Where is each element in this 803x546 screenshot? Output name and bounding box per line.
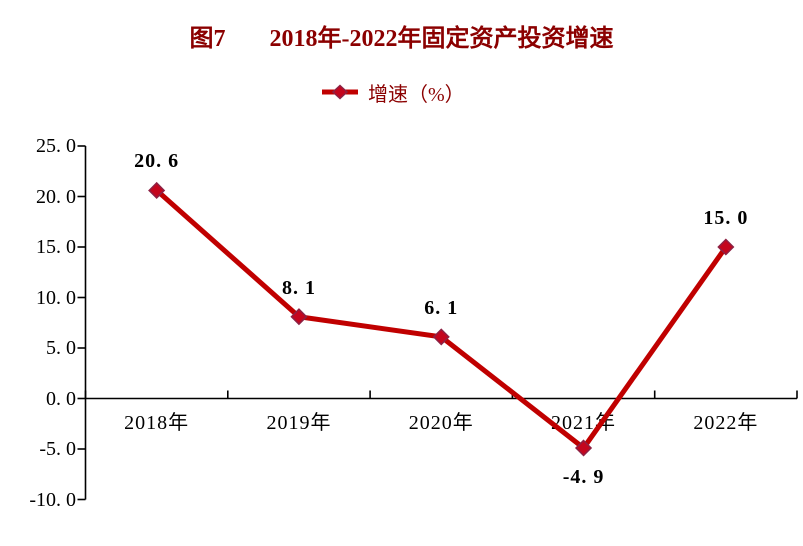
x-axis-category-label: 2022年 [693,412,759,434]
data-label: 20. 6 [134,150,180,173]
data-point-marker [717,238,735,256]
legend: 增速（%） [321,79,465,106]
y-axis-tick-label: -5. 0 [39,438,76,460]
y-axis-tick-label: -10. 0 [29,488,76,511]
legend-diamond-icon [331,84,349,100]
data-point-marker [290,308,308,326]
y-axis-tick-label: 5. 0 [46,337,76,359]
x-axis-category-label: 2018年 [124,412,190,434]
figure-title: 图7 2018年-2022年固定资产投资增速 [0,24,803,54]
y-axis-tick-label: 15. 0 [36,236,76,258]
legend-label: 增速（%） [368,83,465,106]
data-label: -4. 9 [562,465,605,488]
y-axis-tick-label: 25. 0 [36,135,76,157]
y-axis-tick-label: 0. 0 [46,387,76,410]
data-point-marker [432,328,450,346]
x-axis-category-label: 2019年 [266,412,332,434]
data-point-marker [148,181,166,200]
figure-title-text: 2018年-2022年固定资产投资增速 [269,26,614,52]
y-axis-tick-label: 20. 0 [36,185,76,208]
data-point-marker [574,439,593,457]
data-label: 8. 1 [281,276,316,299]
legend-series-marker-icon [322,84,358,100]
figure-number: 图7 [189,26,226,52]
data-label: 15. 0 [703,207,749,229]
x-axis-category-label: 2020年 [408,412,474,434]
y-axis-tick-label: 10. 0 [36,286,76,309]
data-label: 6. 1 [424,296,459,319]
